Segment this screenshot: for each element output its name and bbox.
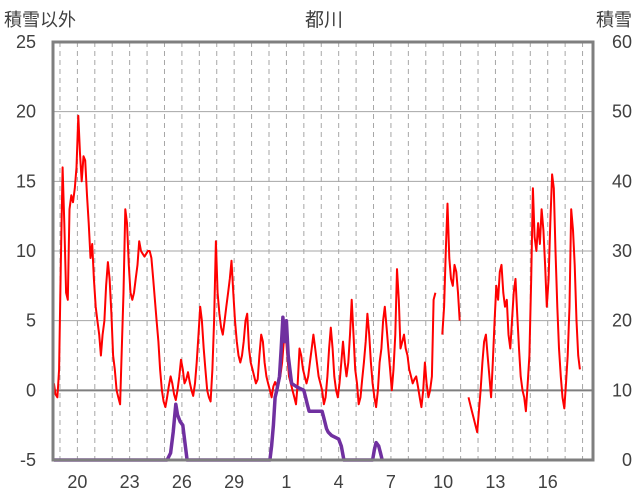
x-tick-label: 26 (172, 472, 192, 492)
left-axis-title: 積雪以外 (4, 10, 76, 31)
right-tick-label: 0 (622, 450, 632, 470)
x-tick-label: 29 (224, 472, 244, 492)
x-tick-label: 7 (386, 472, 396, 492)
left-tick-label: 20 (16, 102, 36, 122)
right-tick-labels: 0 10 20 30 40 50 60 (612, 32, 632, 470)
x-tick-label: 4 (334, 472, 344, 492)
right-tick-label: 10 (612, 380, 632, 400)
x-tick-label: 23 (120, 472, 140, 492)
series-0-line-segment-0 (52, 114, 437, 409)
left-tick-label: 5 (26, 311, 36, 331)
right-axis-title: 積雪 (596, 10, 632, 31)
left-tick-labels: -5 0 5 10 15 20 25 (16, 32, 36, 470)
series-0-line-segment-1 (441, 202, 461, 335)
x-tick-label: 16 (538, 472, 558, 492)
right-tick-label: 60 (612, 32, 632, 52)
left-tick-label: 15 (16, 171, 36, 191)
series-0-line-segment-2 (467, 173, 581, 434)
plot-frame (51, 40, 595, 462)
series-layer (52, 114, 581, 462)
x-tick-labels: 20 23 26 29 1 4 7 10 13 16 (67, 472, 557, 492)
left-tick-label: 10 (16, 241, 36, 261)
x-tick-label: 1 (281, 472, 291, 492)
right-tick-label: 40 (612, 171, 632, 191)
left-tick-label: 0 (26, 380, 36, 400)
x-tick-label: 13 (485, 472, 505, 492)
series-1-line-segment-0 (53, 315, 384, 462)
left-tick-label: -5 (20, 450, 36, 470)
left-tick-label: 25 (16, 32, 36, 52)
x-tick-label: 20 (67, 472, 87, 492)
right-tick-label: 30 (612, 241, 632, 261)
chart-title: 都川 (305, 9, 343, 31)
right-tick-label: 20 (612, 311, 632, 331)
right-tick-label: 50 (612, 102, 632, 122)
x-tick-label: 10 (433, 472, 453, 492)
horizontal-gridlines (53, 111, 593, 322)
